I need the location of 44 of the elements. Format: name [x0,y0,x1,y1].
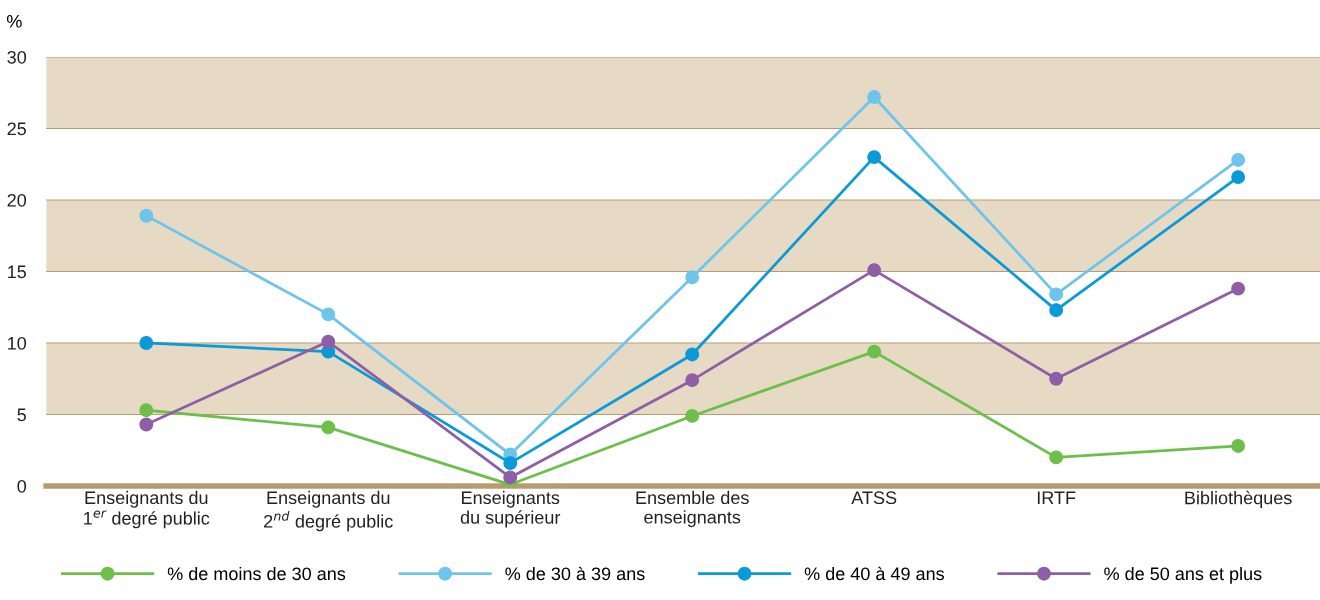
legend-label: % de 50 ans et plus [1104,566,1262,584]
point [1049,287,1064,302]
point [1049,450,1064,465]
point [867,344,882,359]
y-tick-label: 30 [7,50,27,64]
y-axis-title: % [6,14,22,28]
legend-label: % de moins de 30 ans [167,566,346,581]
x-tick-label: Enseignants du supérieur [460,490,561,528]
point [685,270,700,285]
point [139,336,154,350]
y-tick-label: 15 [8,265,26,279]
point [139,208,154,223]
y-tick-label: 25 [7,122,26,136]
point [685,408,700,423]
point [321,307,336,322]
x-tick-label: Bibliothèques [1185,490,1292,508]
y-tick-label: 0 [17,479,27,493]
point [867,263,882,278]
point [321,420,336,435]
point [1231,281,1246,296]
x-tick-label: IRTF [1037,491,1076,504]
point [1231,153,1246,167]
point [867,150,882,165]
x-tick-label: Enseignants du 2$^{nd}$ degré public [264,490,393,532]
legend-label: % de 40 à 49 ans [804,566,945,581]
point [1049,303,1064,318]
point [139,417,154,432]
x-tick-label: Ensemble des enseignants [636,490,749,528]
point [1231,439,1246,453]
point [503,470,518,485]
point [1231,170,1246,185]
y-tick-label: 5 [17,408,26,422]
x-tick-label: ATSS [851,491,897,505]
y-tick-label: 10 [8,336,27,350]
point [503,456,518,471]
point [321,334,336,349]
x-tick-label: Enseignants du 1$^{er}$ degré public [84,490,210,529]
point [685,347,700,362]
y-tick-label: 20 [7,193,27,207]
point [685,373,700,388]
point [139,403,154,418]
point [867,90,882,104]
legend-label: % de 30 à 39 ans [505,566,645,581]
point [1049,371,1064,386]
